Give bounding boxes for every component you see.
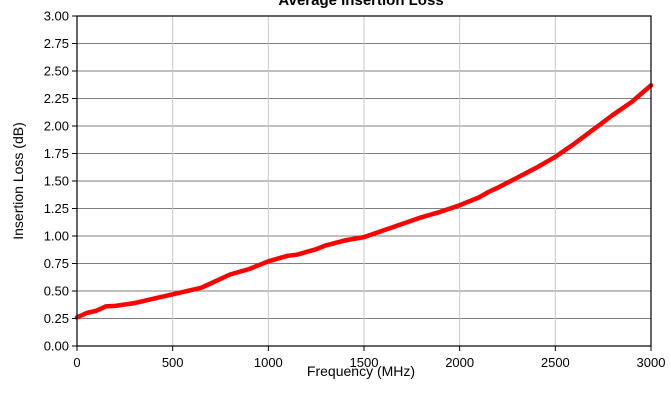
- series-line-0: [74, 83, 654, 320]
- y-tick-label: 3.00: [44, 9, 69, 24]
- x-tick-label: 2000: [445, 355, 474, 370]
- series-layer: [74, 83, 654, 320]
- y-tick-label: 0.50: [44, 284, 69, 299]
- y-tick-label: 1.50: [44, 174, 69, 189]
- y-tick-label: 2.25: [44, 91, 69, 106]
- y-tick-label: 1.75: [44, 146, 69, 161]
- y-tick-label: 2.50: [44, 64, 69, 79]
- y-tick-label: 0.25: [44, 311, 69, 326]
- x-tick-label: 0: [73, 355, 80, 370]
- y-axis-ticks: 0.00 0.25 0.50 0.75 1.00 1.25 1.50 1.75 2.00 2.25…: [44, 9, 77, 354]
- y-tick-label: 1.00: [44, 229, 69, 244]
- x-tick-label: 3000: [637, 355, 666, 370]
- x-axis-ticks: 0 500 1000 1500 2000 2500 3000: [73, 346, 665, 370]
- x-tick-label: 500: [162, 355, 184, 370]
- grid-lines: [77, 16, 651, 346]
- y-tick-label: 0.75: [44, 256, 69, 271]
- y-tick-label: 2.00: [44, 119, 69, 134]
- y-tick-label: 2.75: [44, 36, 69, 51]
- x-axis-label: Frequency (MHz): [307, 363, 415, 379]
- y-tick-label: 1.25: [44, 201, 69, 216]
- x-tick-label: 1500: [350, 355, 379, 370]
- chart-title: Average Insertion Loss: [278, 0, 443, 9]
- x-tick-label: 1000: [254, 355, 283, 370]
- y-tick-label: 0.00: [44, 339, 69, 354]
- y-axis-label: Insertion Loss (dB): [10, 122, 26, 240]
- x-tick-label: 2500: [541, 355, 570, 370]
